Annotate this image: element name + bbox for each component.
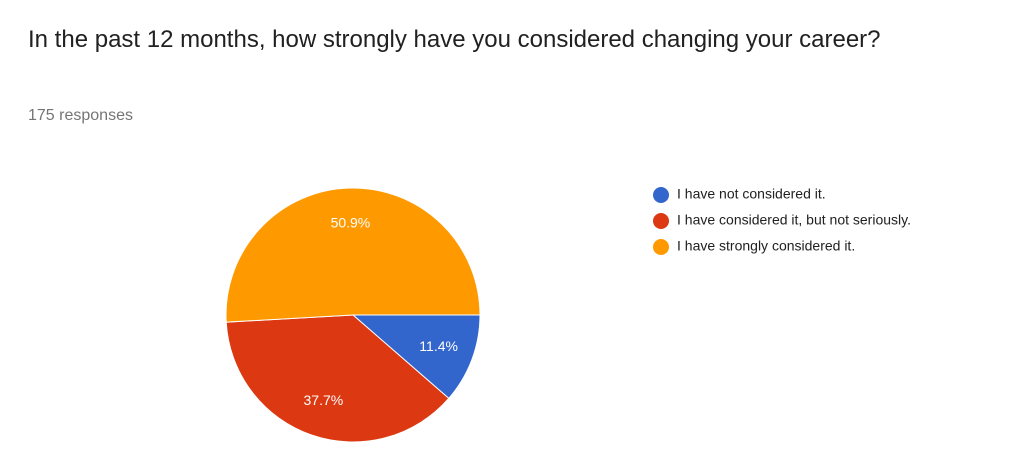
pie-slice bbox=[225, 187, 481, 323]
pie-slice bbox=[351, 314, 481, 400]
question-title: In the past 12 months, how strongly have… bbox=[28, 26, 881, 53]
legend-label: I have strongly considered it. bbox=[677, 238, 855, 254]
legend-swatch bbox=[653, 239, 669, 255]
legend-swatch bbox=[653, 187, 669, 203]
slice-label: 37.7% bbox=[304, 392, 344, 408]
legend-swatch bbox=[653, 213, 669, 229]
response-count: 175 responses bbox=[28, 107, 133, 124]
legend-label: I have not considered it. bbox=[677, 186, 826, 202]
slice-label: 50.9% bbox=[331, 214, 371, 230]
slice-label: 11.4% bbox=[419, 338, 458, 354]
legend-label: I have considered it, but not seriously. bbox=[677, 212, 911, 228]
pie-slice bbox=[225, 314, 450, 443]
